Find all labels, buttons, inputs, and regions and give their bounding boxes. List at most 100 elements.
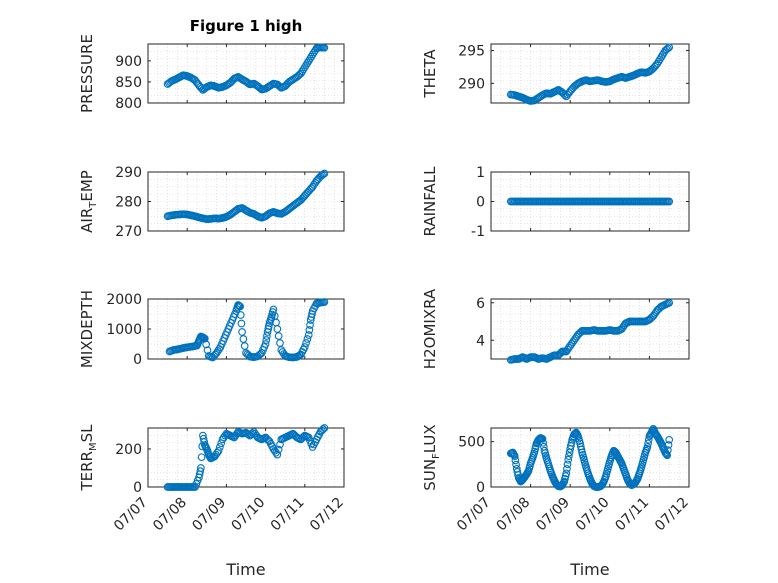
data-point: [297, 69, 305, 78]
data-point: [310, 48, 318, 57]
data-point: [256, 350, 265, 358]
y-tick-label: -1: [471, 224, 485, 240]
x-tick-label: 07/08: [150, 495, 190, 535]
x-axis-label: Time: [225, 560, 265, 579]
subplot-3: 270 280 290 AIRTEMP: [78, 165, 345, 240]
y-tick-label: 1000: [106, 322, 142, 338]
data-point: [643, 443, 652, 451]
data-point: [567, 438, 576, 447]
data-series: [163, 424, 329, 491]
data-point: [270, 446, 279, 455]
data-point: [319, 425, 327, 434]
data-point: [264, 436, 273, 444]
data-point: [236, 311, 245, 319]
y-tick-label: 290: [115, 165, 142, 181]
data-point: [664, 441, 673, 449]
data-series: [506, 43, 674, 105]
data-point: [240, 342, 249, 350]
axes-box: [490, 298, 690, 360]
data-point: [274, 332, 283, 340]
data-point: [320, 169, 329, 178]
y-tick-label: 800: [115, 96, 142, 112]
data-point: [663, 451, 672, 460]
x-tick-label: 07/09: [189, 495, 229, 535]
data-point: [303, 59, 312, 67]
x-axis-label: Time: [569, 560, 609, 579]
data-point: [646, 314, 655, 323]
data-point: [263, 332, 271, 340]
y-axis-label: SUNFLUX: [421, 424, 442, 490]
data-point: [665, 298, 674, 307]
y-tick-label: 2000: [106, 292, 142, 308]
data-point: [200, 334, 209, 343]
data-point: [665, 43, 674, 52]
y-tick-label: 6: [476, 296, 485, 312]
subplot-6: 4 6 H2OMIXRA: [421, 288, 690, 369]
axes-box: [147, 427, 345, 488]
data-point: [300, 343, 309, 351]
y-tick-label: 0: [133, 480, 142, 496]
data-point: [236, 302, 244, 311]
data-point: [238, 328, 246, 336]
data-point: [276, 339, 284, 347]
subplot-7: 07/07 07/08 07/09 07/10 07/11 07/12 0 200 TERRMS…: [78, 424, 347, 579]
data-point: [559, 89, 568, 98]
data-point: [511, 456, 520, 465]
data-point: [565, 452, 573, 460]
data-point: [216, 443, 224, 451]
data-point: [665, 435, 674, 444]
y-tick-label: 295: [458, 44, 485, 60]
data-point: [263, 434, 271, 443]
y-tick-label: 900: [115, 54, 142, 70]
data-point: [302, 61, 310, 69]
data-series: [506, 298, 674, 364]
y-tick-label: 0: [476, 195, 485, 211]
data-point: [317, 426, 326, 435]
data-point: [577, 445, 586, 454]
data-point: [306, 321, 314, 329]
data-point: [203, 346, 212, 355]
data-point: [289, 429, 297, 438]
data-point: [308, 50, 317, 59]
data-point: [299, 65, 308, 74]
y-axis-label: H2OMIXRA: [421, 288, 439, 369]
data-point: [302, 339, 310, 347]
data-point: [298, 67, 307, 76]
y-tick-label: 200: [115, 442, 142, 458]
data-point: [274, 445, 283, 454]
x-tick-label: 07/11: [268, 495, 308, 535]
data-point: [303, 335, 312, 343]
y-tick-label: 500: [458, 435, 485, 451]
data-point: [563, 464, 571, 473]
subplot-1: 800 850 900 PRESSURE Figure 1 high: [78, 17, 345, 113]
data-point: [251, 429, 259, 438]
data-point: [273, 450, 282, 459]
data-point: [196, 467, 205, 475]
data-point: [212, 349, 221, 357]
data-point: [262, 336, 271, 344]
data-point: [230, 433, 239, 442]
y-tick-label: 280: [115, 195, 142, 211]
x-tick-label: 07/11: [612, 495, 652, 535]
data-series: [163, 169, 329, 224]
data-point: [265, 322, 273, 330]
data-point: [662, 450, 671, 459]
data-point: [665, 197, 674, 206]
data-point: [664, 44, 672, 53]
x-tick-label: 07/10: [229, 495, 269, 535]
data-point: [272, 318, 280, 327]
y-axis-label: RAINFALL: [421, 166, 439, 237]
data-point: [269, 445, 278, 453]
data-point: [294, 71, 303, 80]
x-tick-label: 07/07: [111, 495, 151, 535]
x-tick-label: 07/07: [454, 495, 494, 535]
data-point: [247, 430, 256, 439]
data-point: [561, 91, 569, 99]
data-point: [295, 197, 304, 205]
chart-title: Figure 1 high: [190, 17, 303, 35]
data-point: [261, 433, 270, 442]
subplot-2: 290 295 THETA: [421, 43, 690, 105]
data-point: [261, 340, 270, 348]
data-point: [563, 460, 572, 469]
